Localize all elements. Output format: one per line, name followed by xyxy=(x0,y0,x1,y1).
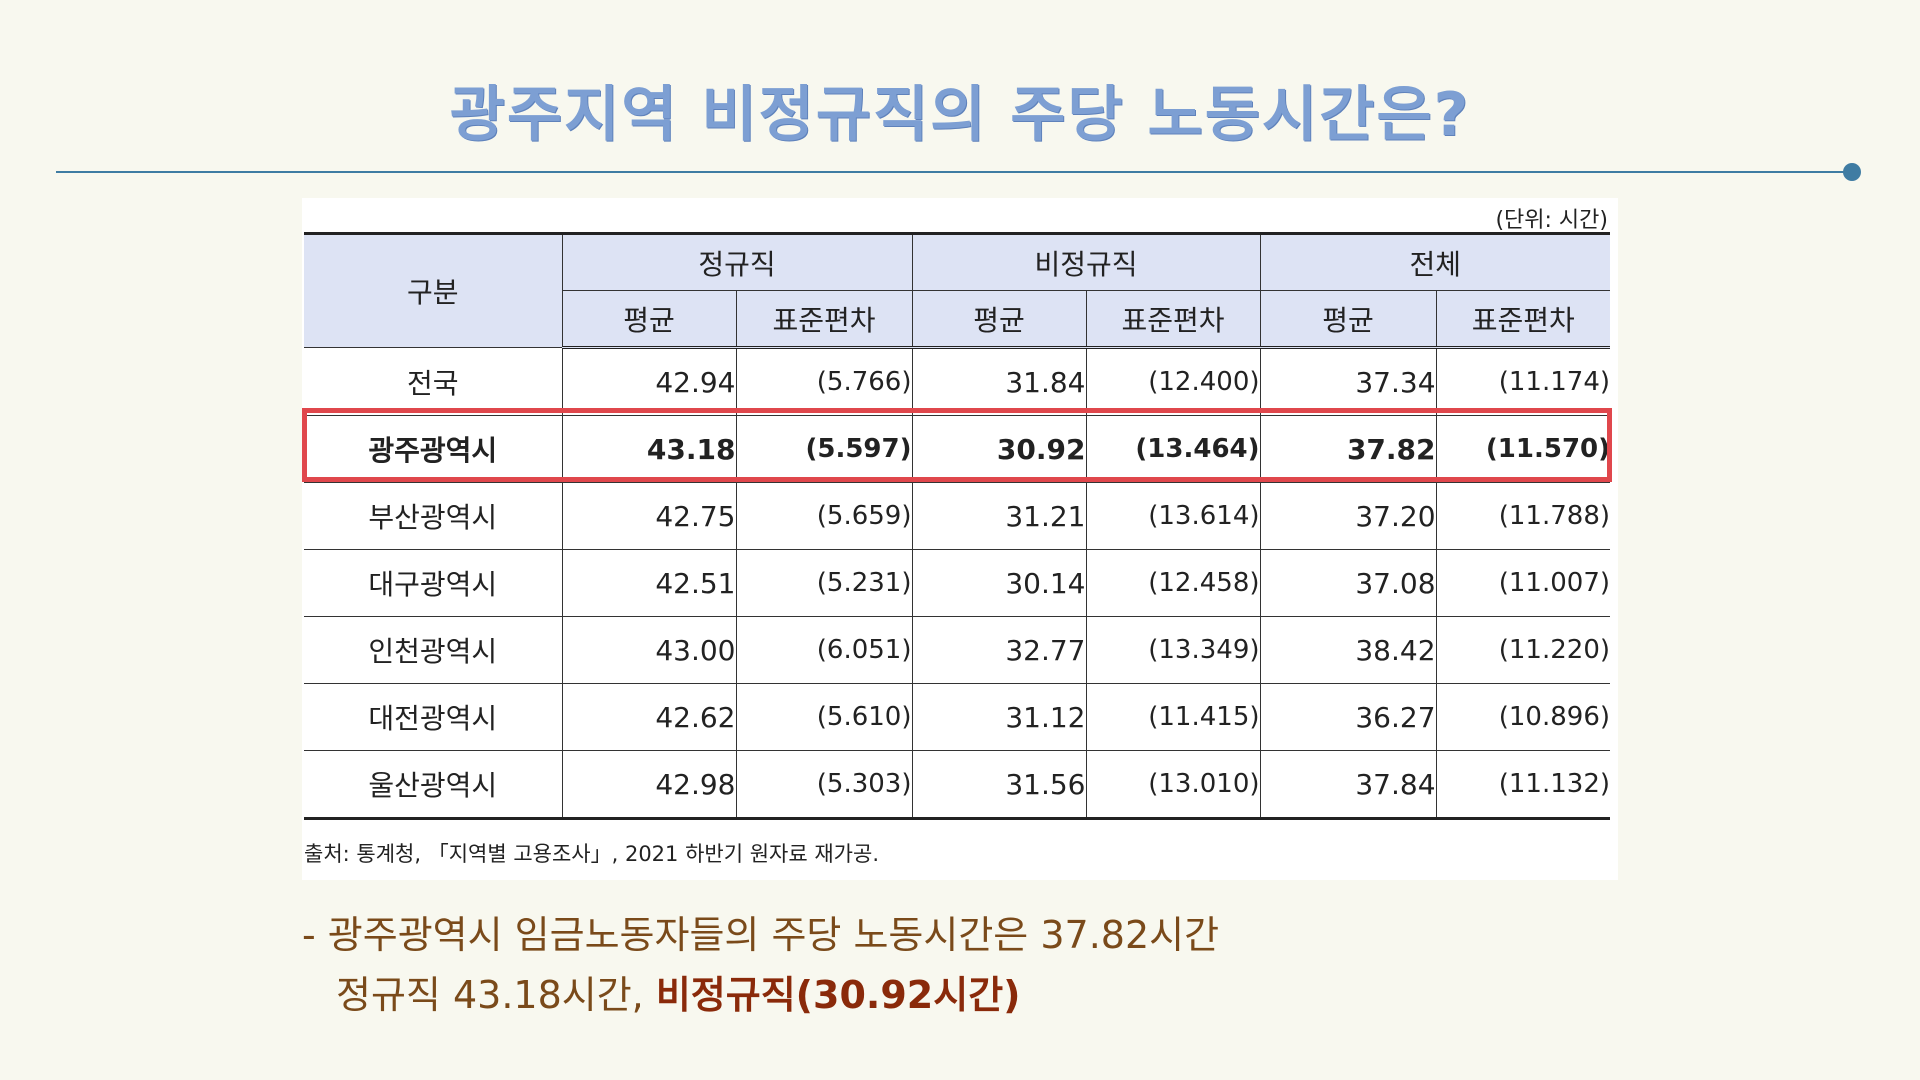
cell-value: 37.84 xyxy=(1259,750,1437,820)
summary-emphasis: 비정규직(30.92시간) xyxy=(655,973,1021,1017)
cell-value: 43.00 xyxy=(561,616,737,684)
cell-value: (12.400) xyxy=(1085,347,1261,416)
table-row-highlighted: 광주광역시 43.18 (5.597) 30.92 (13.464) 37.82… xyxy=(304,415,1611,483)
cell-value: (5.231) xyxy=(735,549,913,617)
cell-value: (11.220) xyxy=(1435,616,1611,684)
unit-label: (단위: 시간) xyxy=(1495,208,1608,233)
cell-value: 31.12 xyxy=(911,683,1087,751)
subheader-mean: 평균 xyxy=(911,290,1087,349)
cell-value: 37.08 xyxy=(1259,549,1437,617)
cell-value: (11.132) xyxy=(1435,750,1611,820)
table-row: 대구광역시 42.51 (5.231) 30.14 (12.458) 37.08… xyxy=(304,549,1611,617)
cell-value: (12.458) xyxy=(1085,549,1261,617)
cell-value: (11.007) xyxy=(1435,549,1611,617)
cell-value: 31.84 xyxy=(911,347,1087,416)
table-row: 울산광역시 42.98 (5.303) 31.56 (13.010) 37.84… xyxy=(304,750,1611,820)
cell-value: (13.614) xyxy=(1085,482,1261,550)
cell-value: (5.303) xyxy=(735,750,913,820)
header-category: 구분 xyxy=(304,232,563,348)
summary-line-2: 정규직 43.18시간, 비정규직(30.92시간) xyxy=(336,964,1021,1019)
cell-value: (13.010) xyxy=(1085,750,1261,820)
cell-value: (11.788) xyxy=(1435,482,1611,550)
row-region: 대전광역시 xyxy=(304,683,563,751)
cell-value: (6.051) xyxy=(735,616,913,684)
cell-value: 31.21 xyxy=(911,482,1087,550)
cell-value: 42.62 xyxy=(561,683,737,751)
header-total: 전체 xyxy=(1259,232,1611,291)
cell-value: 43.18 xyxy=(561,415,737,483)
table-image-card: (단위: 시간) 구분 정규직 비정규직 전체 평균 표준편차 평균 표준편차 … xyxy=(302,198,1618,880)
cell-value: (5.659) xyxy=(735,482,913,550)
table-row: 전국 42.94 (5.766) 31.84 (12.400) 37.34 (1… xyxy=(304,347,1611,416)
cell-value: 31.56 xyxy=(911,750,1087,820)
work-hours-table: 구분 정규직 비정규직 전체 평균 표준편차 평균 표준편차 평균 표준편차 전… xyxy=(304,232,1611,820)
cell-value: 37.82 xyxy=(1259,415,1437,483)
cell-value: (5.766) xyxy=(735,347,913,416)
cell-value: (13.349) xyxy=(1085,616,1261,684)
cell-value: 36.27 xyxy=(1259,683,1437,751)
cell-value: 32.77 xyxy=(911,616,1087,684)
cell-value: (5.610) xyxy=(735,683,913,751)
table-row: 인천광역시 43.00 (6.051) 32.77 (13.349) 38.42… xyxy=(304,616,1611,684)
row-region: 전국 xyxy=(304,347,563,416)
row-region: 광주광역시 xyxy=(304,415,563,483)
cell-value: (11.570) xyxy=(1435,415,1611,483)
cell-value: (13.464) xyxy=(1085,415,1261,483)
subheader-sd: 표준편차 xyxy=(1085,290,1261,349)
cell-value: 30.14 xyxy=(911,549,1087,617)
summary-line-2-prefix: 정규직 43.18시간, xyxy=(336,973,656,1017)
table-row: 부산광역시 42.75 (5.659) 31.21 (13.614) 37.20… xyxy=(304,482,1611,550)
cell-value: (11.174) xyxy=(1435,347,1611,416)
title-divider xyxy=(56,171,1856,173)
subheader-sd: 표준편차 xyxy=(1435,290,1611,349)
subheader-mean: 평균 xyxy=(1259,290,1437,349)
cell-value: (11.415) xyxy=(1085,683,1261,751)
header-nonregular: 비정규직 xyxy=(911,232,1261,291)
table-row: 대전광역시 42.62 (5.610) 31.12 (11.415) 36.27… xyxy=(304,683,1611,751)
cell-value: 38.42 xyxy=(1259,616,1437,684)
slide-title: 광주지역 비정규직의 주당 노동시간은? xyxy=(449,80,1471,150)
cell-value: (10.896) xyxy=(1435,683,1611,751)
row-region: 울산광역시 xyxy=(304,750,563,820)
header-regular: 정규직 xyxy=(561,232,913,291)
cell-value: 42.98 xyxy=(561,750,737,820)
row-region: 부산광역시 xyxy=(304,482,563,550)
source-note: 출처: 통계청, 「지역별 고용조사」, 2021 하반기 원자료 재가공. xyxy=(304,842,879,866)
cell-value: 30.92 xyxy=(911,415,1087,483)
cell-value: 42.75 xyxy=(561,482,737,550)
cell-value: 37.20 xyxy=(1259,482,1437,550)
cell-value: (5.597) xyxy=(735,415,913,483)
cell-value: 42.51 xyxy=(561,549,737,617)
cell-value: 37.34 xyxy=(1259,347,1437,416)
row-region: 대구광역시 xyxy=(304,549,563,617)
divider-dot xyxy=(1843,163,1861,181)
cell-value: 42.94 xyxy=(561,347,737,416)
summary-line-1: - 광주광역시 임금노동자들의 주당 노동시간은 37.82시간 xyxy=(302,913,1220,957)
row-region: 인천광역시 xyxy=(304,616,563,684)
subheader-mean: 평균 xyxy=(562,290,737,349)
subheader-sd: 표준편차 xyxy=(735,290,913,349)
